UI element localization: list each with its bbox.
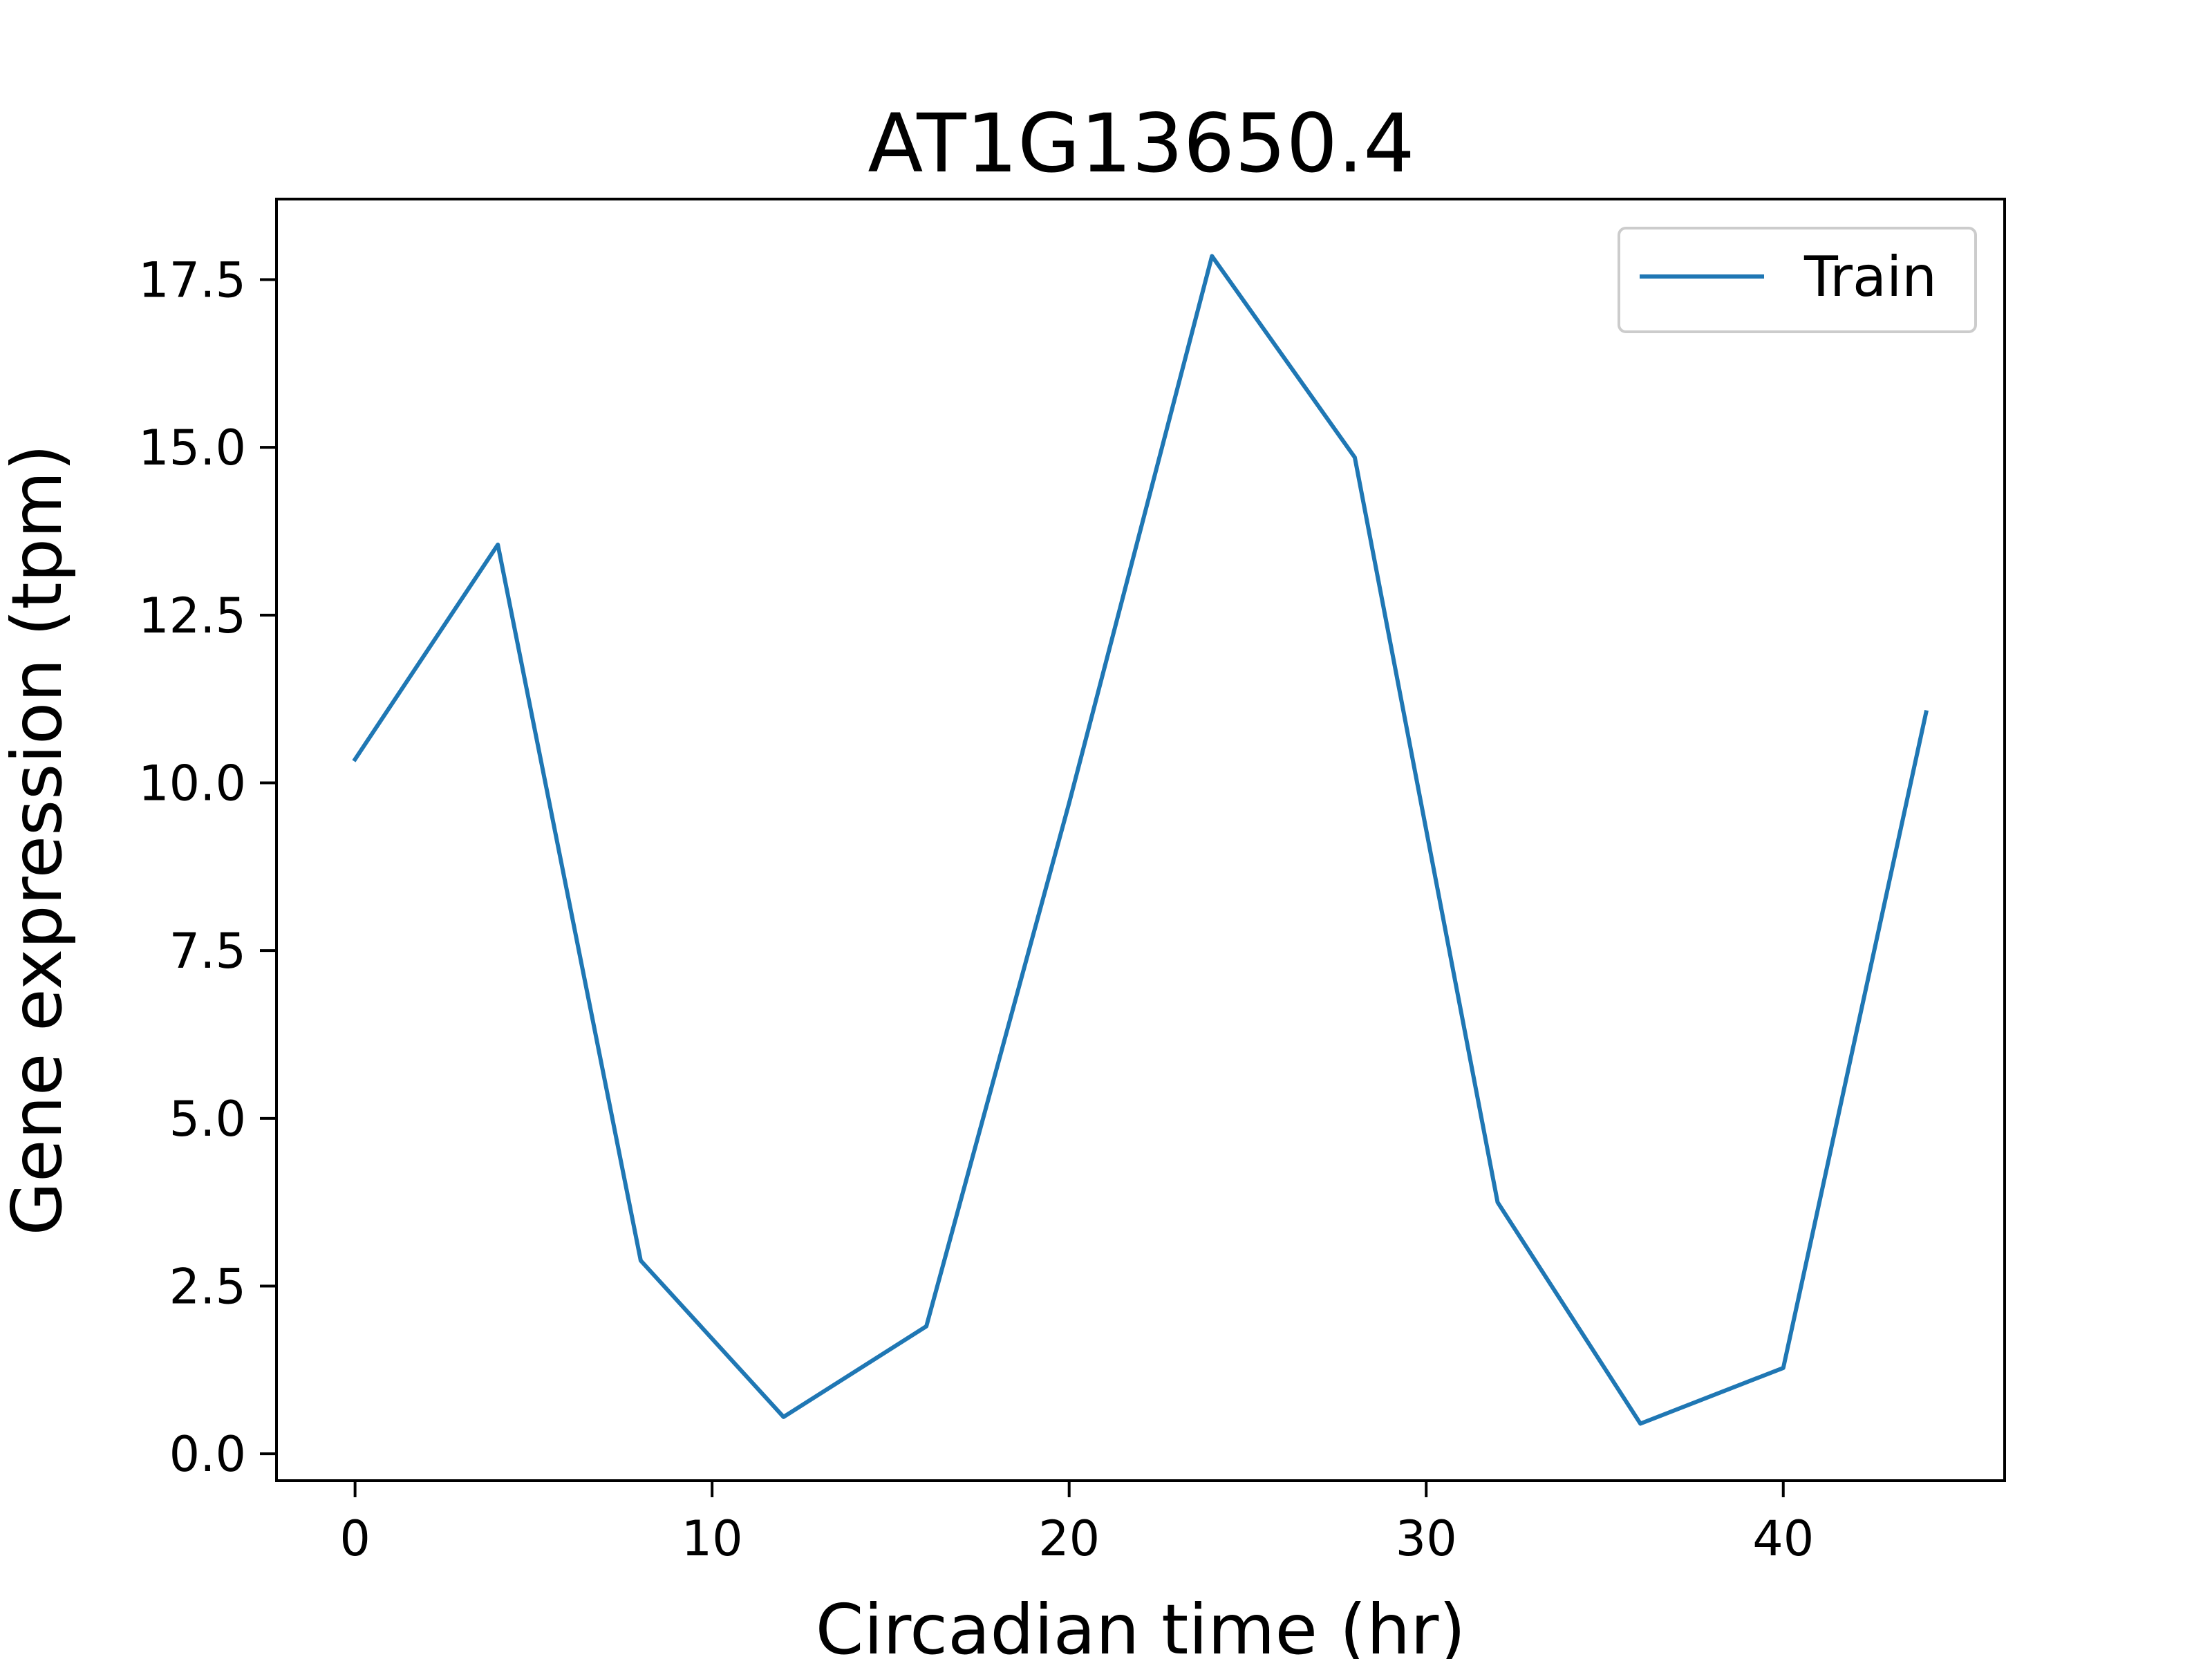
y-tick-label: 10.0: [138, 755, 246, 812]
series-layer: [352, 254, 1929, 1426]
x-tick-label: 10: [682, 1510, 743, 1567]
series-line-train: [352, 254, 1929, 1426]
x-tick-label: 30: [1396, 1510, 1457, 1567]
y-axis-label: Gene expression (tpm): [0, 444, 77, 1235]
y-tick-label: 0.0: [169, 1426, 246, 1483]
x-axis-ticks: 0 10 20 30 40: [339, 1481, 1814, 1567]
x-axis-label: Circadian time (hr): [816, 1589, 1466, 1659]
y-tick-label: 12.5: [138, 588, 246, 644]
chart-title: AT1G13650.4: [868, 96, 1414, 191]
x-tick-label: 0: [339, 1510, 371, 1567]
y-tick-label: 2.5: [169, 1259, 246, 1315]
y-tick-label: 17.5: [138, 252, 246, 308]
legend-box: [1618, 227, 1977, 333]
legend: Train: [1618, 227, 1977, 333]
y-tick-label: 5.0: [169, 1091, 246, 1147]
x-tick-label: 20: [1038, 1510, 1100, 1567]
x-tick-label: 40: [1752, 1510, 1814, 1567]
plot-area-frame: [275, 198, 2006, 1482]
legend-label-train: Train: [1803, 245, 1937, 309]
y-axis-ticks: 0.0 2.5 5.0 7.5 10.0 12.5 15.0 17.5: [138, 252, 276, 1483]
y-tick-label: 7.5: [169, 923, 246, 980]
y-tick-label: 15.0: [138, 420, 246, 476]
